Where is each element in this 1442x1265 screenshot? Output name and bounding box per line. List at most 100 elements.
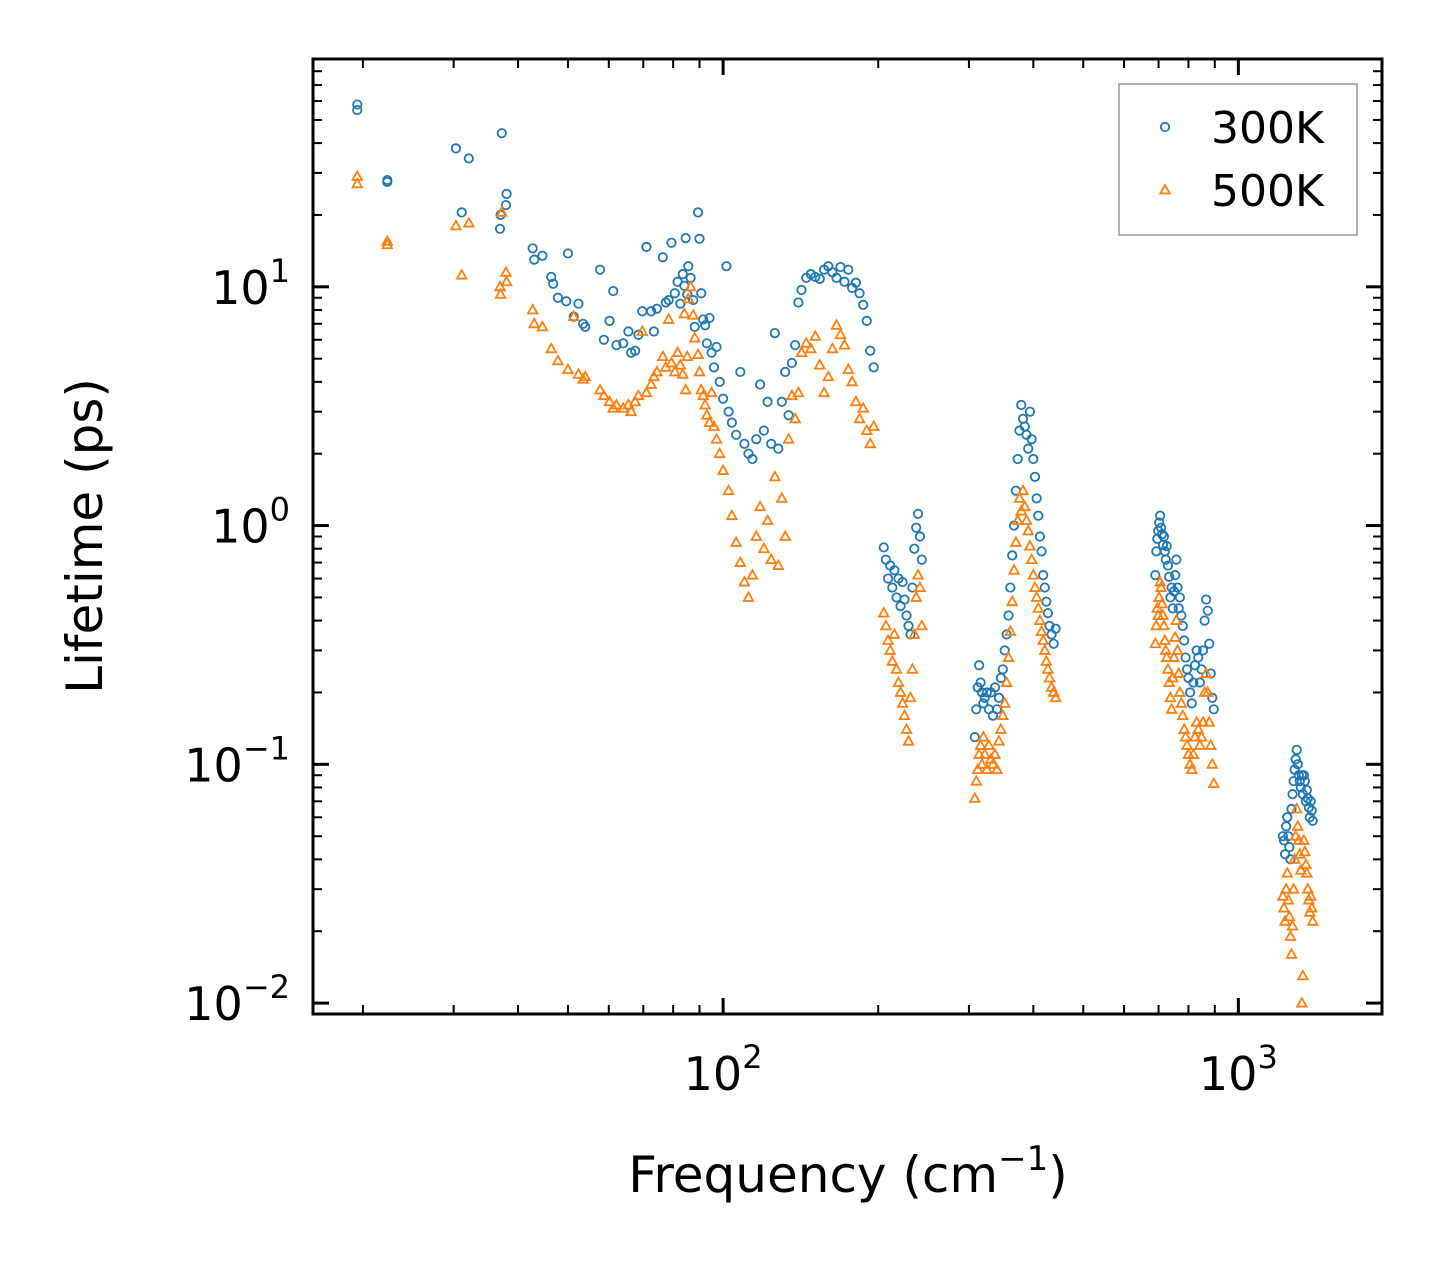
data-point-500k — [1035, 624, 1048, 636]
data-point-500k — [809, 329, 822, 341]
data-point-300k — [573, 298, 584, 309]
data-point-500k — [716, 463, 730, 475]
data-point-500k — [1204, 738, 1218, 750]
data-point-300k — [651, 303, 663, 314]
data-point-500k — [1201, 685, 1214, 697]
data-point-500k — [1172, 666, 1185, 678]
data-point-500k — [909, 590, 923, 602]
data-point-300k — [751, 434, 762, 445]
data-point-500k — [1018, 499, 1032, 512]
data-point-500k — [725, 508, 739, 521]
data-point-500k — [1049, 690, 1062, 703]
data-point-500k — [982, 738, 996, 750]
data-point-300k — [1033, 510, 1044, 521]
data-point-500k — [908, 627, 921, 639]
data-point-300k — [500, 199, 512, 211]
data-point-500k — [1043, 671, 1056, 683]
data-point-300k — [843, 264, 854, 275]
data-point-500k — [678, 307, 691, 319]
data-point-300k — [739, 438, 750, 449]
data-point-300k — [1180, 652, 1191, 663]
data-point-500k — [804, 341, 818, 354]
data-point-300k — [677, 269, 688, 280]
data-point-300k — [969, 732, 980, 743]
data-point-300k — [889, 565, 900, 576]
data-point-500k — [665, 356, 678, 368]
data-point-500k — [1009, 535, 1023, 547]
data-point-500k — [381, 234, 394, 246]
data-point-500k — [890, 662, 903, 674]
data-point-300k — [1292, 759, 1303, 770]
data-point-300k — [1174, 592, 1185, 603]
data-point-500k — [978, 747, 992, 759]
data-point-500k — [500, 274, 513, 287]
data-point-500k — [644, 377, 658, 389]
data-point-500k — [632, 388, 645, 401]
data-point-500k — [597, 388, 611, 401]
data-point-500k — [1306, 914, 1319, 926]
data-point-300k — [1155, 522, 1167, 533]
data-point-500k — [578, 369, 592, 382]
data-point-500k — [1164, 690, 1177, 703]
data-point-300k — [1177, 620, 1188, 632]
data-point-500k — [826, 341, 839, 354]
data-point-500k — [974, 738, 987, 750]
data-point-500k — [738, 575, 751, 587]
x-tick-exponent: 2 — [742, 1038, 762, 1076]
data-point-500k — [1027, 568, 1040, 580]
data-point-500k — [838, 338, 851, 350]
data-point-300k — [704, 312, 715, 324]
data-point-500k — [1287, 882, 1300, 894]
data-point-500k — [969, 774, 983, 786]
data-point-300k — [1172, 582, 1183, 593]
data-point-500k — [616, 401, 630, 413]
y-tick-label: 101 — [211, 252, 290, 315]
data-point-300k — [694, 233, 705, 244]
data-point-500k — [610, 398, 623, 410]
data-point-500k — [768, 469, 782, 482]
data-point-500k — [449, 219, 463, 231]
data-point-300k — [1050, 623, 1061, 634]
data-point-500k — [849, 394, 863, 407]
data-point-300k — [1164, 571, 1175, 582]
data-point-300k — [1199, 615, 1210, 626]
data-point-300k — [663, 294, 674, 306]
data-point-300k — [527, 243, 538, 254]
data-point-300k — [1194, 677, 1205, 688]
legend: 300K 500K — [1118, 83, 1358, 236]
data-point-500k — [1196, 715, 1210, 727]
data-point-300k — [1162, 560, 1174, 571]
data-point-300k — [1277, 831, 1288, 842]
data-point-500k — [757, 541, 771, 554]
data-point-500k — [998, 696, 1011, 708]
data-point-500k — [990, 762, 1004, 775]
data-point-500k — [682, 292, 695, 304]
data-point-300k — [1186, 698, 1197, 709]
data-point-300k — [1031, 493, 1042, 504]
data-point-500k — [883, 643, 897, 655]
data-point-300k — [561, 296, 572, 307]
data-point-500k — [863, 436, 877, 449]
data-point-500k — [693, 365, 706, 377]
data-point-300k — [758, 425, 769, 436]
y-tick-base: 10 — [184, 977, 243, 1031]
data-point-500k — [1156, 608, 1170, 620]
data-point-300k — [1150, 570, 1161, 581]
data-point-500k — [1290, 802, 1304, 814]
x-axis-label-sup: −1 — [998, 1139, 1048, 1179]
data-point-300k — [981, 687, 992, 698]
data-point-500k — [877, 606, 891, 618]
data-point-500k — [1150, 619, 1163, 631]
data-point-500k — [684, 279, 697, 292]
data-point-300k — [1155, 510, 1166, 521]
y-axis-label: Lifetime (ps) — [56, 378, 114, 694]
data-point-500k — [906, 662, 919, 674]
data-point-500k — [1038, 643, 1052, 655]
data-point-500k — [527, 316, 541, 329]
data-point-500k — [1161, 662, 1175, 674]
data-point-300k — [1154, 517, 1165, 528]
data-point-500k — [662, 312, 675, 324]
data-point-500k — [1301, 882, 1315, 894]
data-point-500k — [994, 722, 1008, 734]
data-point-300k — [657, 252, 668, 263]
